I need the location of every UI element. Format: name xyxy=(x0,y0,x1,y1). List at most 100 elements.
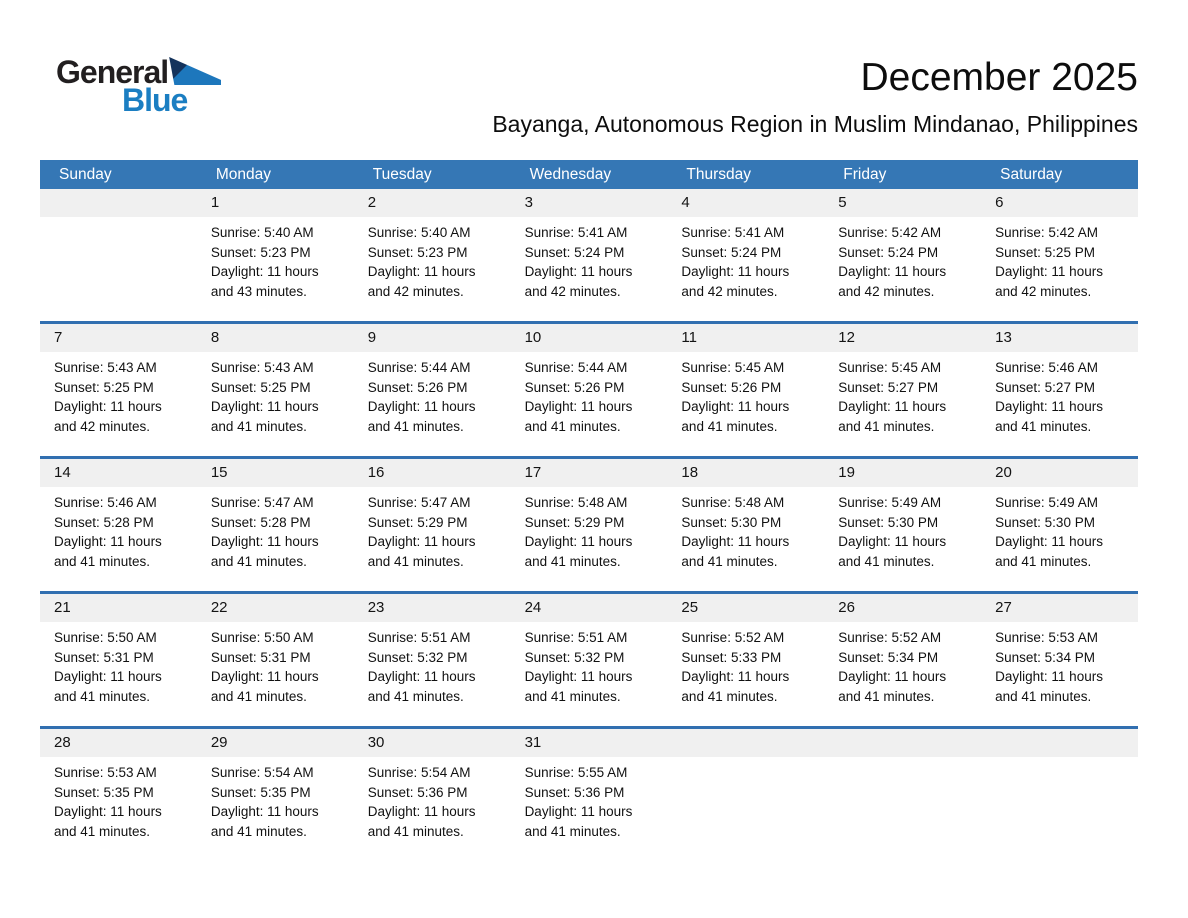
day-number: 15 xyxy=(196,459,354,487)
daylight-text: Daylight: 11 hours and 41 minutes. xyxy=(838,669,947,704)
day-details: Sunrise: 5:41 AM Sunset: 5:24 PM Daylight:… xyxy=(667,217,825,301)
day-number: 24 xyxy=(510,594,668,622)
day-details: Sunrise: 5:46 AM Sunset: 5:28 PM Daylight:… xyxy=(40,487,197,571)
day-number xyxy=(824,729,982,757)
day-details: Sunrise: 5:51 AM Sunset: 5:32 PM Daylight:… xyxy=(510,622,668,706)
day-cell-29: 29 Sunrise: 5:54 AM Sunset: 5:35 PM Dayligh… xyxy=(196,729,354,861)
day-details: Sunrise: 5:47 AM Sunset: 5:28 PM Daylight:… xyxy=(196,487,354,571)
page-subtitle: Bayanga, Autonomous Region in Muslim Min… xyxy=(492,111,1138,137)
sunset-text: Sunset: 5:35 PM xyxy=(210,784,311,800)
daylight-text: Daylight: 11 hours and 41 minutes. xyxy=(681,399,790,434)
day-cell-12: 12 Sunrise: 5:45 AM Sunset: 5:27 PM Dayligh… xyxy=(824,324,982,456)
day-details xyxy=(667,757,825,763)
day-number: 27 xyxy=(981,594,1138,622)
sunrise-text: Sunrise: 5:51 AM xyxy=(524,630,628,645)
day-number: 11 xyxy=(667,324,825,352)
day-cell-23: 23 Sunrise: 5:51 AM Sunset: 5:32 PM Dayligh… xyxy=(353,594,511,726)
day-details: Sunrise: 5:40 AM Sunset: 5:23 PM Daylight:… xyxy=(353,217,511,301)
day-cell-empty xyxy=(40,189,197,321)
sunset-text: Sunset: 5:36 PM xyxy=(524,784,625,800)
day-cell-4: 4 Sunrise: 5:41 AM Sunset: 5:24 PM Daylight… xyxy=(667,189,825,321)
day-cell-3: 3 Sunrise: 5:41 AM Sunset: 5:24 PM Daylight… xyxy=(510,189,668,321)
sunset-text: Sunset: 5:24 PM xyxy=(838,244,939,260)
sunrise-text: Sunrise: 5:45 AM xyxy=(681,360,785,375)
sunset-text: Sunset: 5:36 PM xyxy=(367,784,468,800)
day-number: 14 xyxy=(40,459,197,487)
sunrise-text: Sunrise: 5:41 AM xyxy=(681,225,785,240)
sunset-text: Sunset: 5:26 PM xyxy=(524,379,625,395)
day-number xyxy=(40,189,197,217)
day-cell-11: 11 Sunrise: 5:45 AM Sunset: 5:26 PM Dayligh… xyxy=(667,324,825,456)
sunrise-text: Sunrise: 5:49 AM xyxy=(838,495,942,510)
day-cell-15: 15 Sunrise: 5:47 AM Sunset: 5:28 PM Dayligh… xyxy=(196,459,354,591)
daylight-text: Daylight: 11 hours and 41 minutes. xyxy=(367,399,476,434)
sunset-text: Sunset: 5:32 PM xyxy=(524,649,625,665)
title-block: December 2025 Bayanga, Autonomous Region… xyxy=(270,56,1148,138)
day-details: Sunrise: 5:45 AM Sunset: 5:26 PM Daylight:… xyxy=(667,352,825,436)
sunrise-text: Sunrise: 5:42 AM xyxy=(995,225,1098,240)
weekday-header-saturday: Saturday xyxy=(1000,165,1063,183)
day-cell-1: 1 Sunrise: 5:40 AM Sunset: 5:23 PM Daylight… xyxy=(196,189,354,321)
daylight-text: Daylight: 11 hours and 42 minutes. xyxy=(367,264,476,299)
day-details: Sunrise: 5:51 AM Sunset: 5:32 PM Daylight:… xyxy=(353,622,511,706)
sunrise-text: Sunrise: 5:40 AM xyxy=(367,225,471,240)
weekday-header-sunday: Sunday xyxy=(59,165,112,183)
day-cell-14: 14 Sunrise: 5:46 AM Sunset: 5:28 PM Dayligh… xyxy=(40,459,197,591)
daylight-text: Daylight: 11 hours and 41 minutes. xyxy=(210,399,319,434)
day-details: Sunrise: 5:40 AM Sunset: 5:23 PM Daylight:… xyxy=(196,217,354,301)
day-cell-25: 25 Sunrise: 5:52 AM Sunset: 5:33 PM Dayligh… xyxy=(667,594,825,726)
logo-word-blue: Blue xyxy=(122,82,188,118)
day-details: Sunrise: 5:52 AM Sunset: 5:34 PM Daylight:… xyxy=(824,622,982,706)
sunrise-text: Sunrise: 5:44 AM xyxy=(367,360,471,375)
day-cell-20: 20 Sunrise: 5:49 AM Sunset: 5:30 PM Dayligh… xyxy=(981,459,1138,591)
day-number: 30 xyxy=(353,729,511,757)
daylight-text: Daylight: 11 hours and 42 minutes. xyxy=(681,264,790,299)
day-number: 31 xyxy=(510,729,668,757)
sunset-text: Sunset: 5:28 PM xyxy=(54,514,154,530)
sunrise-text: Sunrise: 5:48 AM xyxy=(681,495,785,510)
sunset-text: Sunset: 5:30 PM xyxy=(995,514,1095,530)
sunset-text: Sunset: 5:34 PM xyxy=(995,649,1095,665)
day-number: 29 xyxy=(196,729,354,757)
page-header: General Blue December 2025 Bayanga, Auto… xyxy=(40,0,1148,160)
day-cell-26: 26 Sunrise: 5:52 AM Sunset: 5:34 PM Dayligh… xyxy=(824,594,982,726)
day-number: 20 xyxy=(981,459,1138,487)
day-cell-6: 6 Sunrise: 5:42 AM Sunset: 5:25 PM Daylight… xyxy=(981,189,1138,321)
day-details: Sunrise: 5:50 AM Sunset: 5:31 PM Daylight:… xyxy=(196,622,354,706)
day-details: Sunrise: 5:50 AM Sunset: 5:31 PM Daylight:… xyxy=(40,622,197,706)
daylight-text: Daylight: 11 hours and 41 minutes. xyxy=(995,669,1103,704)
day-details: Sunrise: 5:54 AM Sunset: 5:35 PM Daylight:… xyxy=(196,757,354,841)
sunrise-text: Sunrise: 5:52 AM xyxy=(838,630,942,645)
daylight-text: Daylight: 11 hours and 41 minutes. xyxy=(210,669,319,704)
day-number: 23 xyxy=(353,594,511,622)
day-details: Sunrise: 5:53 AM Sunset: 5:35 PM Daylight:… xyxy=(40,757,197,841)
day-details xyxy=(824,757,982,763)
day-number: 10 xyxy=(510,324,668,352)
week-row: 28 Sunrise: 5:53 AM Sunset: 5:35 PM Dayligh… xyxy=(40,726,1138,861)
day-cell-empty xyxy=(667,729,825,861)
day-cell-13: 13 Sunrise: 5:46 AM Sunset: 5:27 PM Dayligh… xyxy=(981,324,1138,456)
daylight-text: Daylight: 11 hours and 42 minutes. xyxy=(524,264,633,299)
day-number: 12 xyxy=(824,324,982,352)
sunrise-text: Sunrise: 5:48 AM xyxy=(524,495,628,510)
sunrise-text: Sunrise: 5:42 AM xyxy=(838,225,942,240)
day-cell-5: 5 Sunrise: 5:42 AM Sunset: 5:24 PM Daylight… xyxy=(824,189,982,321)
weekday-header-tuesday: Tuesday xyxy=(372,165,432,183)
day-details: Sunrise: 5:52 AM Sunset: 5:33 PM Daylight:… xyxy=(667,622,825,706)
day-details: Sunrise: 5:48 AM Sunset: 5:30 PM Daylight:… xyxy=(667,487,825,571)
day-details: Sunrise: 5:44 AM Sunset: 5:26 PM Daylight:… xyxy=(353,352,511,436)
sunrise-text: Sunrise: 5:54 AM xyxy=(367,765,471,780)
daylight-text: Daylight: 11 hours and 41 minutes. xyxy=(524,804,633,839)
day-number: 26 xyxy=(824,594,982,622)
day-cell-8: 8 Sunrise: 5:43 AM Sunset: 5:25 PM Daylight… xyxy=(196,324,354,456)
sunrise-text: Sunrise: 5:43 AM xyxy=(54,360,157,375)
day-number: 1 xyxy=(196,189,354,217)
week-row: 14 Sunrise: 5:46 AM Sunset: 5:28 PM Dayligh… xyxy=(40,456,1138,591)
daylight-text: Daylight: 11 hours and 41 minutes. xyxy=(995,399,1103,434)
sunset-text: Sunset: 5:25 PM xyxy=(54,379,154,395)
weekday-header-friday: Friday xyxy=(843,165,887,183)
day-number: 16 xyxy=(353,459,511,487)
weekday-header-monday: Monday xyxy=(215,165,271,183)
sunset-text: Sunset: 5:27 PM xyxy=(838,379,939,395)
sunrise-text: Sunrise: 5:50 AM xyxy=(210,630,314,645)
